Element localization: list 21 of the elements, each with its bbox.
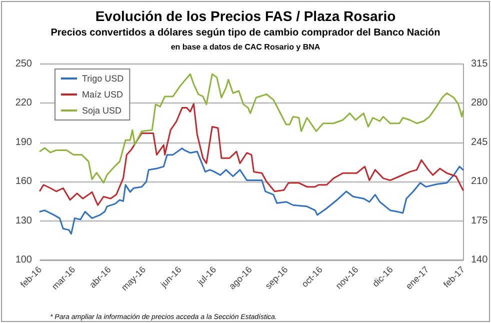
line-series xyxy=(39,73,464,184)
y2-tick-label: 140 xyxy=(471,254,488,266)
y2-tick-label: 280 xyxy=(471,98,488,109)
line-series xyxy=(39,148,464,235)
line-series xyxy=(39,103,464,206)
y-tick-label: 190 xyxy=(15,136,32,148)
y2-tick-label: 210 xyxy=(471,176,488,188)
y2-tick-label: 245 xyxy=(471,136,488,148)
y-tick-label: 100 xyxy=(15,254,32,266)
y-tick-label: 250 xyxy=(15,58,32,70)
y-tick-label: 220 xyxy=(15,98,32,109)
legend-label: Maíz USD xyxy=(82,90,124,100)
y2-tick-label: 315 xyxy=(471,58,488,70)
y-tick-label: 130 xyxy=(15,215,32,226)
y-tick-label: 160 xyxy=(15,176,32,188)
text: en base a datos de CAC Rosario y BNA xyxy=(170,42,320,52)
chart-title: Evolución de los Precios FAS / Plaza Rosario xyxy=(95,8,396,24)
legend-label: Soja USD xyxy=(82,106,122,116)
y2-tick-label: 175 xyxy=(471,215,488,226)
chart-subtitle: Precios convertidos a dólares según tipo de cambio comprador del Banco Nación xyxy=(50,28,440,38)
legend-label: Trigo USD xyxy=(82,74,124,84)
